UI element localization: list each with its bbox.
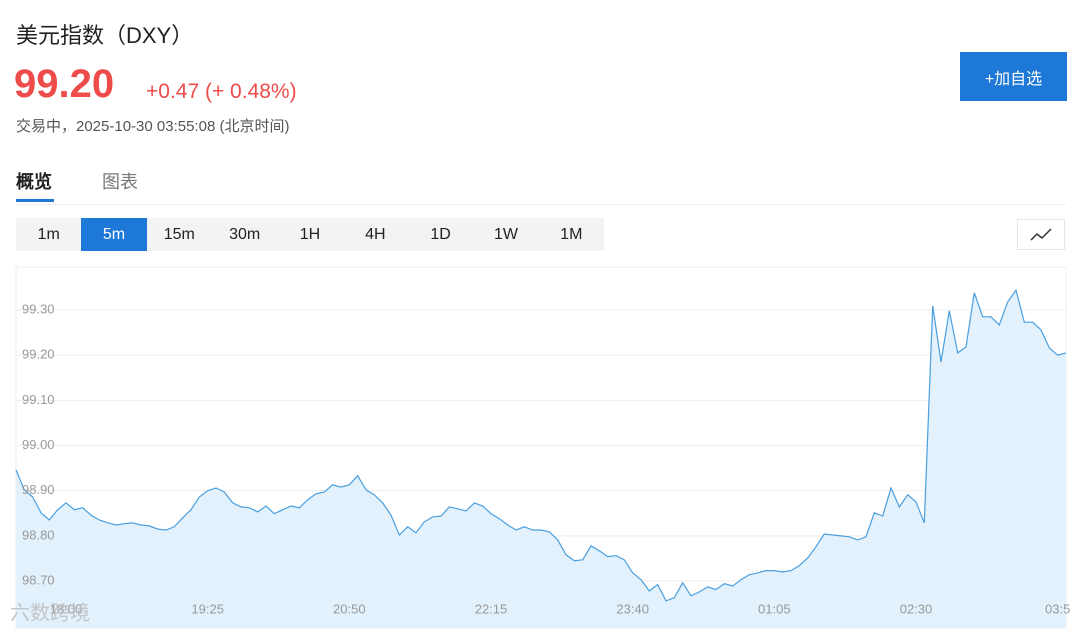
price: 99.20 bbox=[14, 62, 115, 106]
interval-button[interactable]: 1H bbox=[299, 225, 321, 243]
x-tick-label: 19:25 bbox=[191, 601, 224, 616]
y-tick-label: 99.30 bbox=[22, 301, 55, 316]
status: 交易中，2025-10-30 03:55:08 (北京时间) bbox=[16, 118, 290, 135]
interval-button[interactable]: 1m bbox=[37, 225, 60, 243]
interval-bar: 1m 5m 15m 30m 1H 4H 1D 1W 1M bbox=[16, 218, 604, 251]
x-tick-label: 23:40 bbox=[616, 601, 649, 616]
chart-type-button[interactable] bbox=[1017, 219, 1065, 250]
x-tick-label: 03:5 bbox=[1045, 601, 1070, 616]
chart-type-icon bbox=[1030, 228, 1052, 241]
divider bbox=[16, 204, 1066, 205]
x-tick-label: 18:00 bbox=[50, 601, 83, 616]
tab[interactable]: 图表 bbox=[102, 172, 138, 192]
x-tick-label: 02:30 bbox=[900, 601, 933, 616]
y-tick-label: 98.90 bbox=[22, 482, 55, 497]
x-tick-label: 22:15 bbox=[475, 601, 508, 616]
watermark: 六数跨境 bbox=[10, 601, 90, 624]
interval-button[interactable]: 1W bbox=[493, 225, 518, 243]
interval-button[interactable]: 1D bbox=[430, 225, 451, 243]
interval-button[interactable]: 5m bbox=[81, 218, 147, 251]
y-tick-label: 99.10 bbox=[22, 392, 55, 407]
interval-button[interactable]: 30m bbox=[229, 225, 261, 243]
tab-indicator bbox=[16, 199, 54, 202]
y-tick-label: 99.20 bbox=[22, 347, 55, 362]
interval-button[interactable]: 4H bbox=[365, 225, 386, 243]
tab[interactable]: 概览 bbox=[16, 172, 52, 192]
area bbox=[16, 290, 1066, 628]
y-tick-label: 99.00 bbox=[22, 437, 55, 452]
x-tick-label: 20:50 bbox=[333, 601, 366, 616]
watchlist-button[interactable]: +加自选 bbox=[960, 52, 1067, 101]
interval-button[interactable]: 1M bbox=[560, 225, 583, 243]
price-change: +0.47 (+ 0.48%) bbox=[146, 80, 297, 103]
interval-button[interactable]: 15m bbox=[163, 225, 195, 243]
line bbox=[15, 288, 1067, 602]
y-tick-label: 98.70 bbox=[22, 572, 55, 587]
title: 美元指数（DXY） bbox=[16, 23, 194, 48]
y-tick-label: 98.80 bbox=[22, 527, 55, 542]
x-tick-label: 01:05 bbox=[758, 601, 791, 616]
